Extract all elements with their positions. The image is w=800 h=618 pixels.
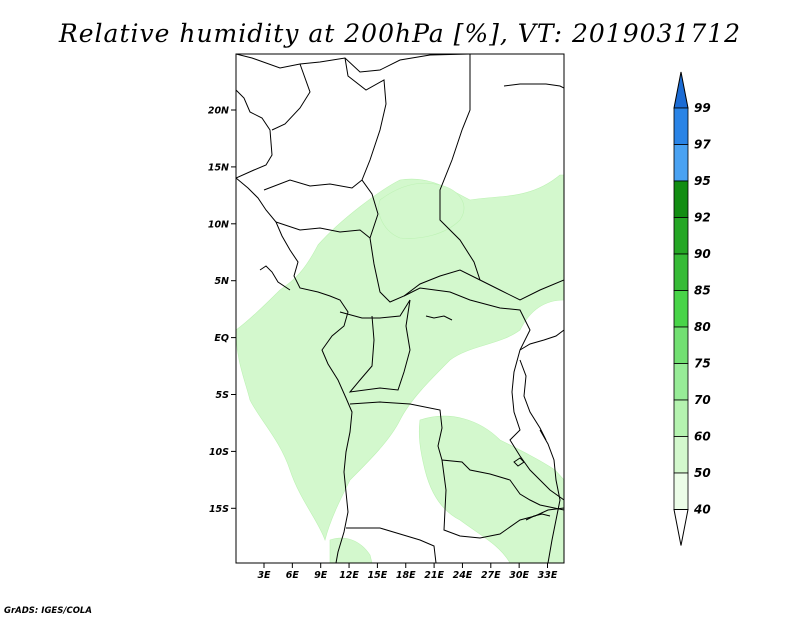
colorbar-label: 97 xyxy=(694,138,711,152)
colorbar-bottom-arrow xyxy=(673,509,689,546)
lon-tick-label: 9E xyxy=(314,570,328,581)
humidity-region-north-east xyxy=(378,182,465,239)
lon-tick-label: 21E xyxy=(424,570,444,581)
map-frame xyxy=(235,53,565,564)
lon-tick-label: 24E xyxy=(453,570,473,581)
colorbar-label: 75 xyxy=(694,357,711,371)
credit-label: GrADS: IGES/COLA xyxy=(4,606,92,616)
colorbar-segment xyxy=(673,436,689,474)
longitude-axis: 3E 6E 9E 12E 15E 18E 21E 24E 27E 30E 33E xyxy=(257,563,558,581)
lon-tick-label: 27E xyxy=(481,570,501,581)
colorbar-segment xyxy=(673,144,689,182)
lon-tick-label: 30E xyxy=(509,570,529,581)
lat-tick-label: 5S xyxy=(216,390,230,401)
lon-tick-label: 33E xyxy=(538,570,558,581)
colorbar-segment xyxy=(673,253,689,291)
colorbar-segment xyxy=(673,180,689,218)
colorbar-segment xyxy=(673,399,689,437)
colorbar-segment xyxy=(673,217,689,255)
lat-tick-label: 15S xyxy=(209,504,229,515)
lon-tick-label: 3E xyxy=(257,570,271,581)
humidity-region-south-east xyxy=(418,415,564,563)
colorbar-label: 40 xyxy=(693,503,711,517)
lon-tick-label: 12E xyxy=(339,570,359,581)
colorbar-label: 50 xyxy=(694,466,711,480)
colorbar-segment xyxy=(673,472,689,510)
lat-tick-label: 10S xyxy=(209,447,229,458)
chart-title: Relative humidity at 200hPa [%], VT: 201… xyxy=(58,19,741,48)
coastlines-borders xyxy=(236,54,564,563)
colorbar-segment xyxy=(673,363,689,401)
lon-tick-label: 15E xyxy=(368,570,388,581)
colorbar-label: 95 xyxy=(694,174,711,188)
colorbar-segment xyxy=(673,326,689,364)
lon-tick-label: 18E xyxy=(396,570,416,581)
colorbar-label: 70 xyxy=(694,393,711,407)
colorbar-label: 92 xyxy=(694,211,711,225)
lat-tick-label: 10N xyxy=(208,219,229,230)
map-panel: 20N 15N 10N 5N EQ 5S 10S 15S 3E 6E 9E 12E 15E 18E 21E… xyxy=(208,53,565,581)
colorbar-segment xyxy=(673,107,689,145)
colorbar-label: 60 xyxy=(694,430,711,444)
latitude-axis: 20N 15N 10N 5N EQ 5S 10S 15S xyxy=(208,106,236,515)
lat-tick-label: 5N xyxy=(214,276,229,287)
lon-tick-label: 6E xyxy=(286,570,300,581)
colorbar-segment xyxy=(673,290,689,328)
humidity-shading xyxy=(236,174,564,563)
colorbar-top-arrow xyxy=(673,71,689,109)
lat-tick-label: 15N xyxy=(208,162,229,173)
colorbar-label: 85 xyxy=(694,284,711,298)
colorbar-label: 90 xyxy=(694,247,711,261)
humidity-region-central-africa xyxy=(236,174,564,542)
lat-tick-label: EQ xyxy=(214,333,229,344)
colorbar-label: 80 xyxy=(694,320,711,334)
colorbar-label: 99 xyxy=(694,101,711,115)
lat-tick-label: 20N xyxy=(208,106,229,117)
colorbar: 99 97 95 92 90 85 80 75 70 60 50 40 xyxy=(673,71,711,546)
